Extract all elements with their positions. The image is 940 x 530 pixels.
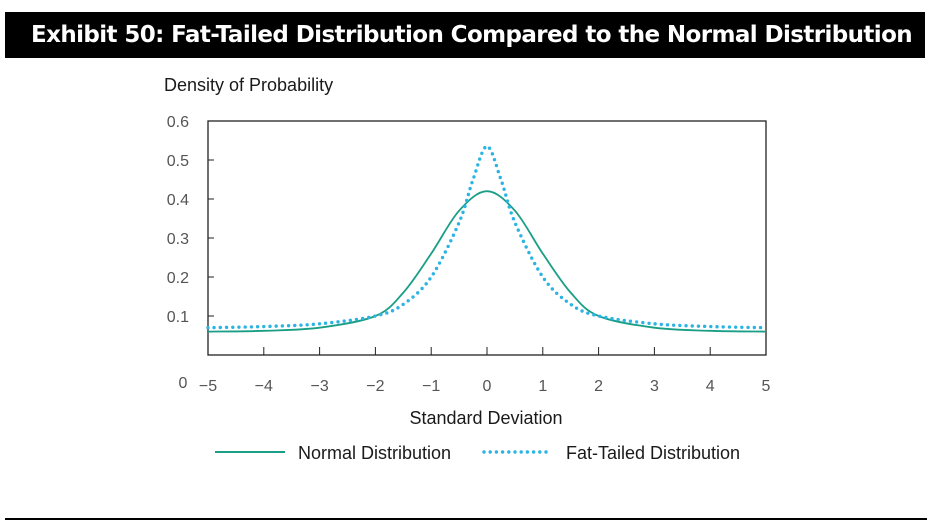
x-tick-label: 3 (650, 378, 659, 395)
legend-label-fat-tailed: Fat-Tailed Distribution (566, 443, 740, 463)
x-tick-label: −1 (422, 378, 440, 395)
x-tick-label: 1 (538, 378, 547, 395)
y-tick-label: 0.1 (167, 309, 189, 326)
y-tick-label: 0.4 (167, 192, 189, 209)
bottom-rule (5, 518, 927, 520)
x-tick-label: 0 (483, 378, 492, 395)
y-tick-label: 0.6 (167, 114, 189, 131)
x-tick-label: −5 (199, 378, 217, 395)
x-tick-label: 2 (594, 378, 603, 395)
x-tick-label: −3 (310, 378, 328, 395)
x-tick-label: −4 (255, 378, 273, 395)
y-tick-label: 0.2 (167, 270, 189, 287)
plot-frame (207, 120, 767, 356)
exhibit-title: Exhibit 50: Fat-Tailed Distribution Comp… (5, 12, 925, 58)
legend-label-normal: Normal Distribution (298, 443, 451, 463)
x-tick-label: −2 (366, 378, 384, 395)
legend: Normal Distribution Fat-Tailed Distribut… (215, 443, 740, 463)
series-layer (206, 144, 768, 333)
series-fat-tailed-line (206, 144, 768, 330)
x-axis: −5 −4 −3 −2 −1 0 1 2 3 4 5 (199, 347, 771, 395)
y-tick-label: 0.3 (167, 231, 189, 248)
series-normal-line (207, 190, 767, 333)
y-origin-label: 0 (179, 375, 188, 392)
y-axis-title: Density of Probability (164, 75, 333, 95)
x-axis-title: Standard Deviation (409, 408, 562, 428)
y-tick-label: 0.5 (167, 153, 189, 170)
x-tick-label: 4 (706, 378, 715, 395)
x-tick-label: 5 (762, 378, 771, 395)
y-axis: 0.1 0.2 0.3 0.4 0.5 0.6 (167, 114, 214, 326)
